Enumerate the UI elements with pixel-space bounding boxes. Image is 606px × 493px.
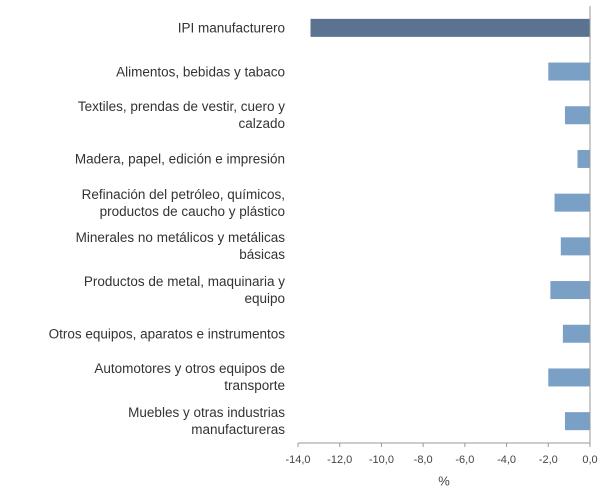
bar	[548, 62, 590, 81]
x-tick-label: -14,0	[285, 454, 310, 466]
category-label: Madera, papel, edición e impresión	[74, 151, 285, 167]
category-label: Minerales no metálicos y metálicas básic…	[75, 230, 285, 263]
x-tick-label: -8,0	[414, 454, 433, 466]
category-label: Refinación del petróleo, químicos, produ…	[81, 186, 285, 219]
x-tick-label: -4,0	[497, 454, 516, 466]
category-label: Textiles, prendas de vestir, cuero y cal…	[77, 99, 285, 132]
category-label: Alimentos, bebidas y tabaco	[116, 64, 285, 80]
bar	[577, 149, 590, 168]
bar	[550, 281, 590, 300]
bar	[560, 237, 590, 256]
bar	[564, 106, 590, 125]
x-tick-label: -12,0	[327, 454, 352, 466]
x-tick-label: -2,0	[539, 454, 558, 466]
category-label: Productos de metal, maquinaria y equipo	[83, 274, 285, 307]
category-label: Otros equipos, aparatos e instrumentos	[48, 326, 285, 342]
category-label: Automotores y otros equipos de transport…	[94, 361, 285, 394]
bar	[548, 368, 590, 387]
x-axis-label: %	[438, 473, 450, 488]
bar	[310, 18, 590, 37]
bar	[554, 193, 590, 212]
x-tick-label: 0,0	[582, 454, 597, 466]
bar	[562, 324, 590, 343]
bar	[564, 412, 590, 431]
category-label: Muebles y otras industrias manufacturera…	[128, 405, 285, 438]
category-label: IPI manufacturero	[177, 20, 285, 36]
x-tick-label: -6,0	[455, 454, 474, 466]
x-tick-label: -10,0	[369, 454, 394, 466]
